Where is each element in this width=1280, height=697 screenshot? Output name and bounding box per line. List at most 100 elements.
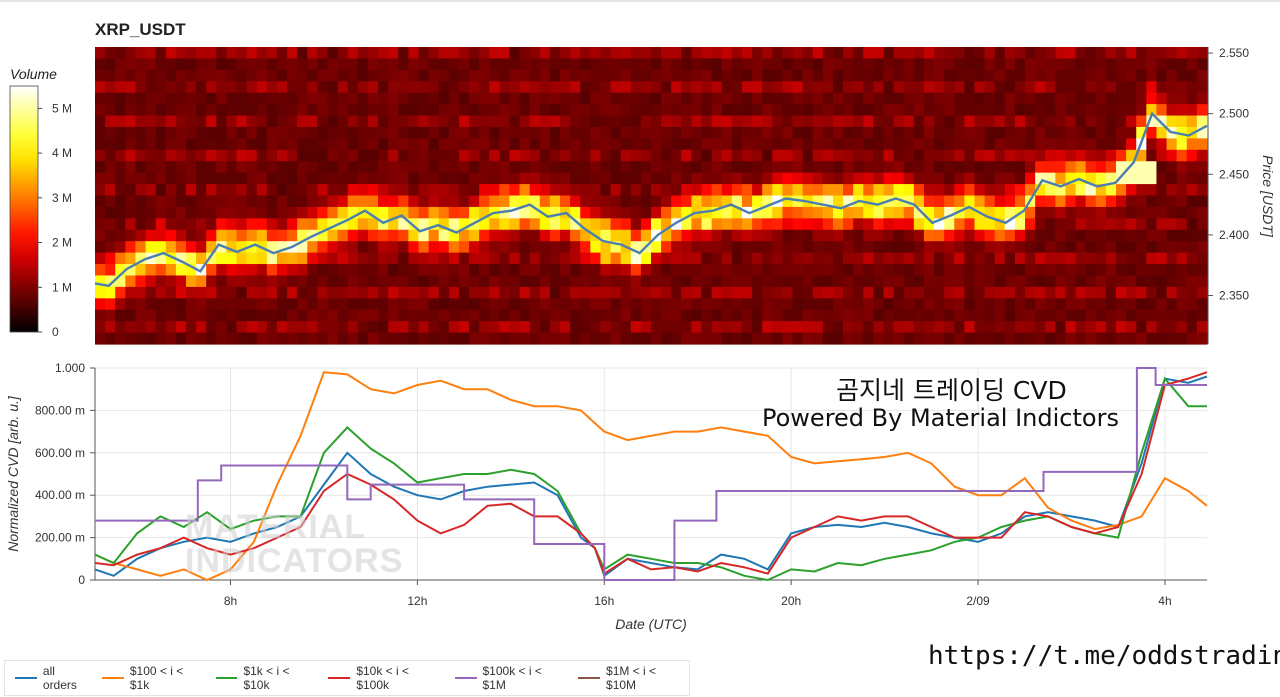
heatmap-cell [1045,104,1056,117]
telegram-url[interactable]: https://t.me/oddstrading2 [928,641,1280,671]
heatmap-cell [691,229,703,242]
heatmap-cell [1055,252,1067,265]
heatmap-cell [1065,309,1077,322]
legend-item-all_orders[interactable]: all orders [15,664,92,692]
heatmap-cell [863,332,874,345]
heatmap-cell [95,195,106,208]
heatmap-cell [489,321,500,334]
heatmap-cell [630,161,642,174]
heatmap-cell [934,58,945,71]
heatmap-cell [115,309,126,322]
heatmap-cell [903,184,915,197]
heatmap-cell [1014,47,1026,60]
heatmap-cell [843,58,854,71]
heatmap-cell [681,332,693,345]
heatmap-cell [357,321,369,334]
heatmap-cell [378,286,389,299]
heatmap-cell [630,195,642,208]
heatmap-cell [883,241,895,254]
heatmap-cell [448,92,460,105]
heatmap-cell [428,195,440,208]
heatmap-cell [489,286,500,299]
heatmap-cell [741,138,753,151]
heatmap-cell [721,184,733,197]
heatmap-cell [519,298,531,311]
heatmap-cell [297,252,308,265]
heatmap-cell [671,286,682,299]
heatmap-cell [913,229,925,242]
heatmap-cell [1186,229,1198,242]
heatmap-cell [1156,309,1168,322]
heatmap-cell [711,184,723,197]
heatmap-cell [994,115,1006,128]
heatmap-cell [822,195,834,208]
heatmap-cell [873,264,885,277]
heatmap-cell [388,275,399,288]
heatmap-cell [570,104,581,117]
heatmap-cell [418,229,430,242]
heatmap-cell [1075,161,1087,174]
heatmap-cell [1156,286,1168,299]
heatmap-cell [711,332,723,345]
heatmap-cell [651,184,662,197]
heatmap-cell [347,58,359,71]
heatmap-cell [408,115,420,128]
heatmap-cell [812,321,824,334]
heatmap-cell [276,92,288,105]
heatmap-cell [327,47,339,60]
heatmap-cell [671,241,682,254]
heatmap-cell [105,252,116,265]
heatmap-cell [681,309,693,322]
heatmap-cell [185,229,197,242]
heatmap-cell [125,195,137,208]
heatmap-cell [1186,332,1198,345]
heatmap-cell [903,218,915,231]
heatmap-cell [560,92,571,105]
heatmap-cell [782,47,794,60]
heatmap-cell [185,264,197,277]
heatmap-cell [196,218,207,231]
legend-item-s100k_1m[interactable]: $100k < i < $1M [454,664,569,692]
heatmap-cell [711,206,723,219]
heatmap-cell [883,92,895,105]
heatmap-cell [256,184,268,197]
x-tick-label: 8h [224,594,237,608]
heatmap-cell [994,206,1006,219]
heatmap-cell [1116,138,1127,151]
heatmap-cell [863,195,874,208]
heatmap-cell [832,332,844,345]
heatmap-cell [1196,309,1208,322]
heatmap-cell [570,321,581,334]
heatmap-cell [832,69,844,82]
heatmap-cell [681,298,693,311]
heatmap-cell [701,161,713,174]
heatmap-cell [1105,58,1117,71]
heatmap-cell [499,149,511,162]
heatmap-cell [934,298,945,311]
heatmap-cell [1004,172,1016,185]
heatmap-cell [1166,286,1178,299]
heatmap-cell [580,149,591,162]
heatmap-cell [701,149,713,162]
heatmap-cell [418,172,430,185]
heatmap-cell [721,172,733,185]
heatmap-cell [1105,195,1117,208]
heatmap-cell [438,286,450,299]
legend-item-s1m_10m[interactable]: $1M < i < $10M [578,664,689,692]
heatmap-cell [570,229,581,242]
legend-item-s1k_10k[interactable]: $1k < i < $10k [215,664,319,692]
heatmap-cell [347,298,359,311]
heatmap-cell [630,92,642,105]
heatmap-cell [620,332,632,345]
heatmap-cell [832,321,844,334]
heatmap-cell [1035,92,1046,105]
heatmap-cell [560,298,571,311]
heatmap-cell [317,332,329,345]
colorbar-tick-label: 2 M [52,236,72,250]
heatmap-cell [853,218,864,231]
legend-item-s10k_100k[interactable]: $10k < i < $100k [328,664,444,692]
heatmap-cell [974,47,986,60]
legend-item-s100_1k[interactable]: $100 < i < $1k [101,664,206,692]
